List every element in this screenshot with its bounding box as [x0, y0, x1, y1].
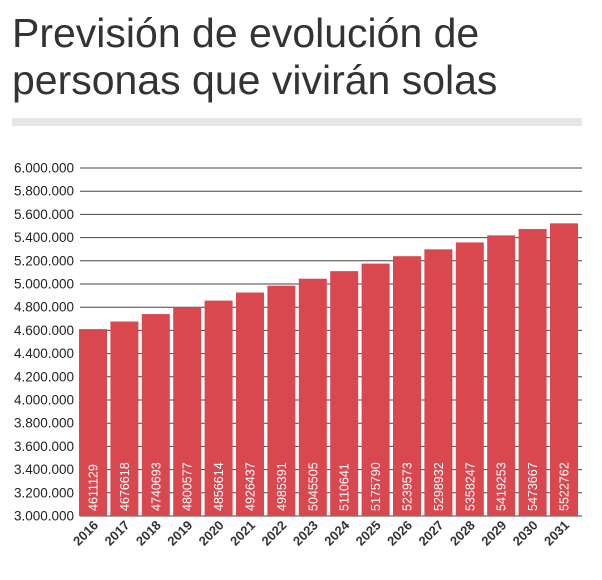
- bar: [361, 263, 390, 516]
- bar: [141, 314, 170, 516]
- bar: [236, 292, 264, 516]
- bar: [393, 256, 421, 516]
- bar: [487, 235, 516, 517]
- y-tick-label: 5.800.000: [14, 184, 74, 199]
- x-tick-label: 2024: [321, 517, 353, 549]
- x-tick-label: 2019: [164, 518, 195, 549]
- y-tick-label: 5.600.000: [14, 207, 74, 222]
- bar: [424, 249, 453, 516]
- bar: [298, 278, 327, 516]
- y-axis-tick-labels: 3.000.000 3.200.000 3.400.000 3.600.000 3.80…: [14, 161, 74, 524]
- bar-value-labels: 4611129 4676618 4740693 4800577 4856614 49264…: [87, 462, 572, 511]
- y-tick-label: 4.000.000: [14, 393, 74, 408]
- y-tick-label: 5.000.000: [14, 277, 74, 292]
- y-tick-label: 4.200.000: [14, 369, 74, 384]
- bar-value-label: 4926437: [244, 462, 258, 511]
- y-tick-label: 5.400.000: [14, 230, 74, 245]
- x-tick-label: 2030: [510, 518, 541, 549]
- bar: [79, 329, 107, 516]
- bar-value-label: 5298932: [432, 462, 446, 511]
- y-tick-label: 4.600.000: [14, 323, 74, 338]
- x-tick-label: 2021: [227, 518, 258, 549]
- bar: [330, 271, 359, 516]
- y-tick-label: 3.000.000: [14, 509, 74, 524]
- x-tick-label: 2027: [415, 518, 446, 549]
- y-tick-label: 5.200.000: [14, 253, 74, 268]
- x-tick-label: 2022: [258, 518, 289, 549]
- bar: [550, 223, 578, 516]
- x-tick-label: 2026: [384, 518, 415, 549]
- y-tick-label: 3.800.000: [14, 416, 74, 431]
- bar-value-label: 5419253: [495, 462, 509, 511]
- x-tick-label: 2018: [133, 518, 164, 549]
- y-tick-label: 4.800.000: [14, 300, 74, 315]
- title-divider: [12, 118, 582, 126]
- bar-value-label: 4611129: [87, 464, 101, 511]
- bar-value-label: 5239573: [401, 462, 415, 511]
- x-tick-label: 2023: [290, 518, 321, 549]
- bar-value-label: 4676618: [118, 462, 132, 511]
- bar-value-label: 5473667: [526, 462, 540, 511]
- x-tick-label: 2020: [196, 518, 227, 549]
- x-axis-tick-labels: 2016 2017 2018 2019 2020 2021 2022 2023 2024 2025…: [70, 517, 572, 549]
- x-tick-label: 2017: [101, 518, 132, 549]
- bar: [173, 307, 202, 516]
- bar: [518, 229, 547, 516]
- bars: [79, 223, 578, 517]
- y-tick-label: 3.200.000: [14, 485, 74, 500]
- bar-value-label: 4740693: [149, 462, 163, 511]
- bar-value-label: 5045505: [306, 462, 320, 511]
- bar-value-label: 5358247: [463, 462, 477, 511]
- bar-value-label: 4800577: [181, 462, 195, 511]
- y-tick-label: 3.600.000: [14, 439, 74, 454]
- bar-value-label: 5175790: [369, 462, 383, 511]
- y-tick-label: 6.000.000: [14, 161, 74, 176]
- chart-title: Previsión de evolución de personas que v…: [12, 10, 498, 103]
- y-tick-label: 3.400.000: [14, 462, 74, 477]
- x-tick-label: 2025: [353, 518, 384, 549]
- x-tick-label: 2031: [541, 518, 572, 549]
- bar: [455, 242, 484, 516]
- x-tick-label: 2029: [478, 518, 509, 549]
- bar-value-label: 4985391: [275, 462, 289, 511]
- y-tick-label: 4.400.000: [14, 346, 74, 361]
- bar: [110, 321, 139, 516]
- bar-value-label: 4856614: [212, 462, 226, 511]
- bar: [204, 300, 233, 516]
- x-tick-label: 2016: [70, 518, 101, 549]
- bar-value-label: 5110641: [338, 463, 352, 511]
- bar: [267, 285, 296, 516]
- x-tick-label: 2028: [447, 518, 478, 549]
- bar-value-label: 5522762: [558, 462, 572, 511]
